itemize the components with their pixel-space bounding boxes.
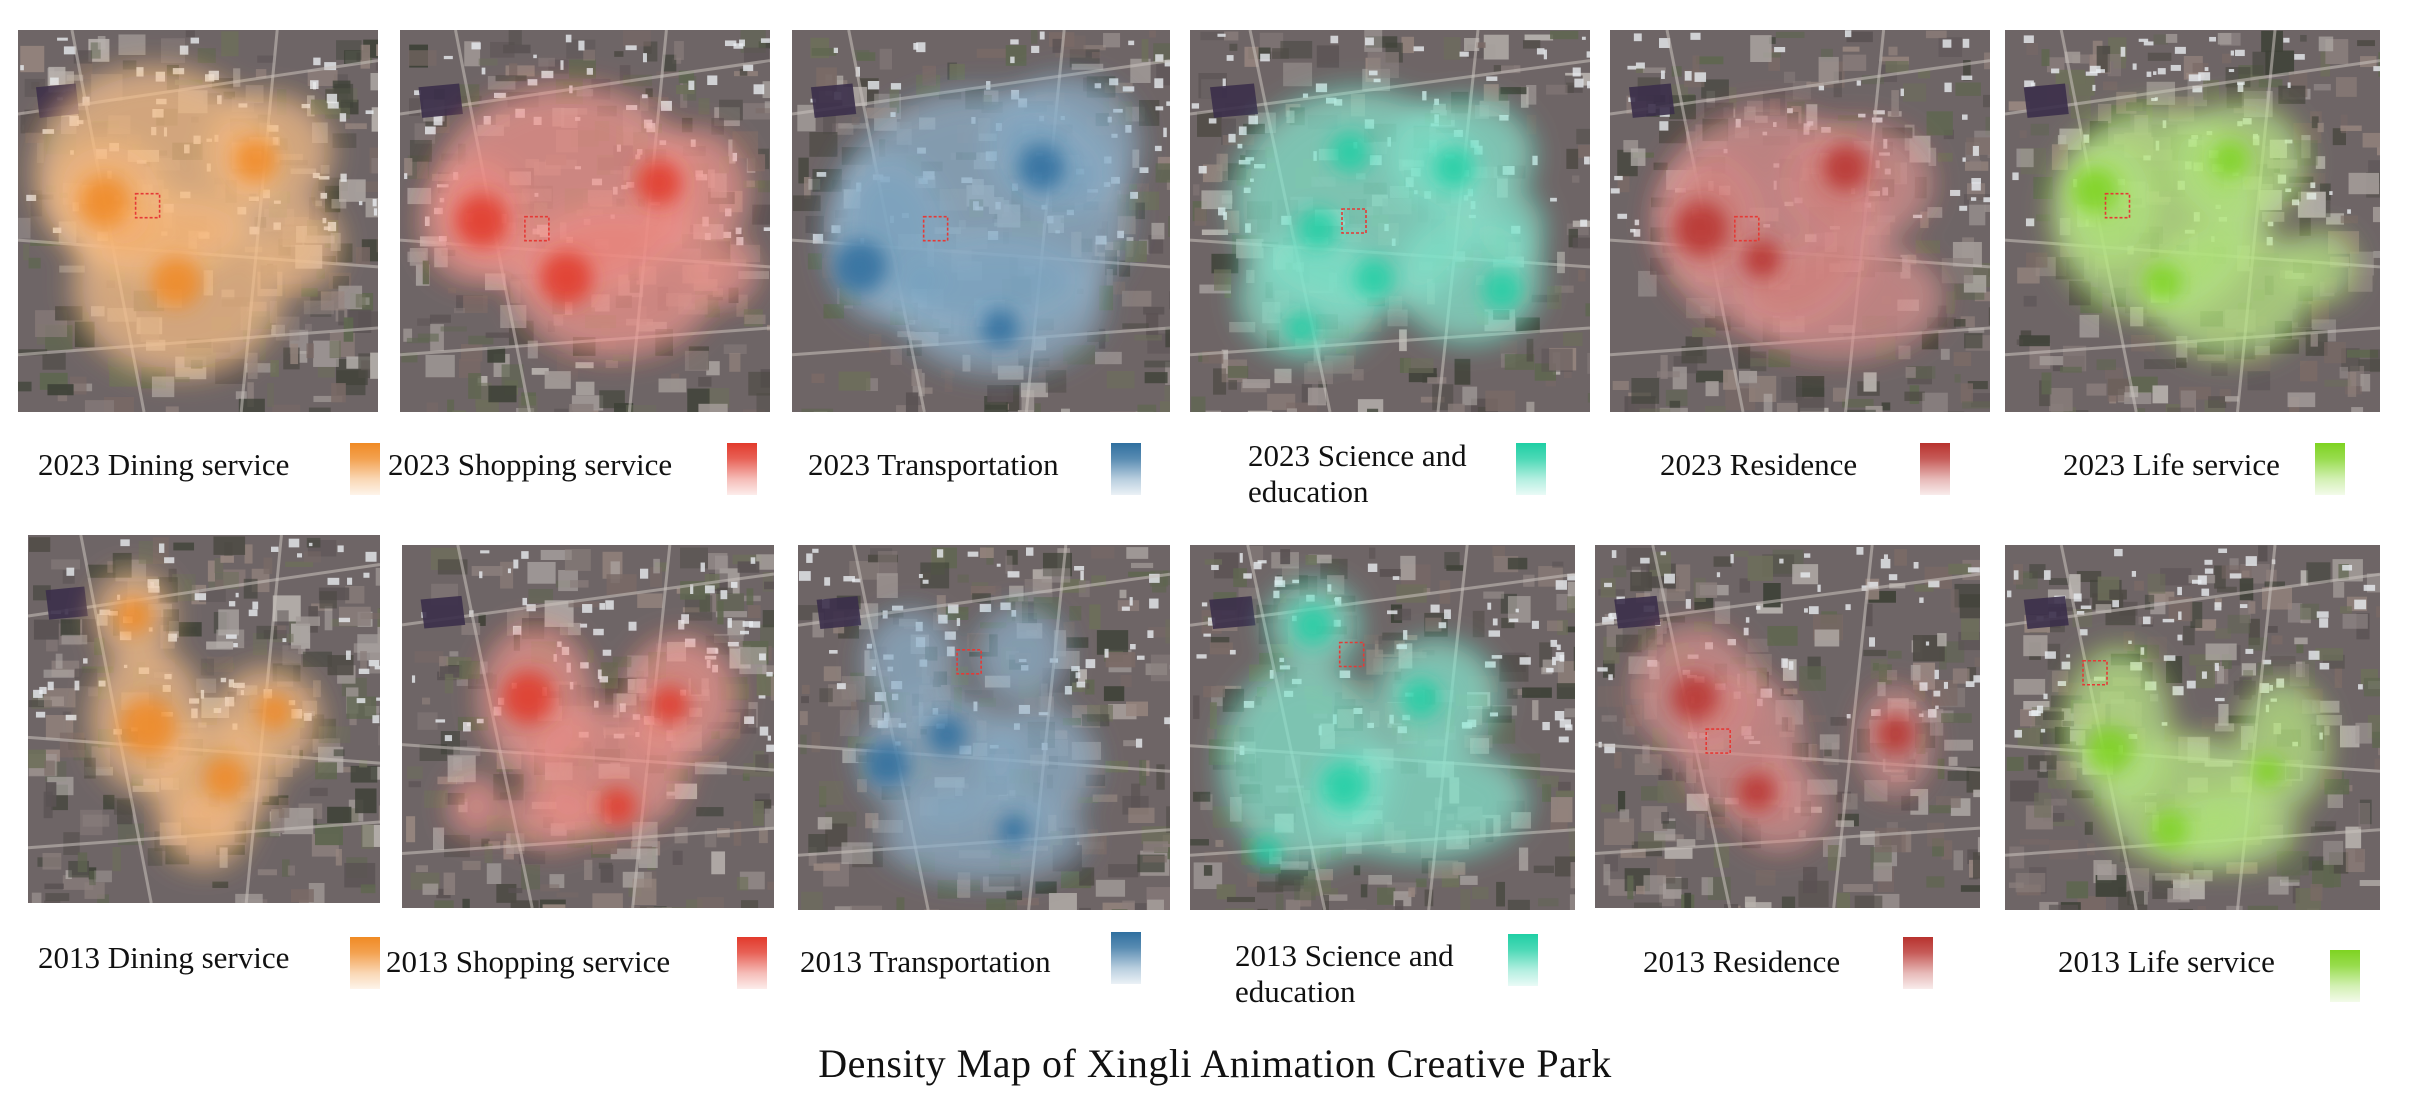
caption-2013-science-education: 2013 Science and education bbox=[1235, 938, 1454, 1009]
legend-2013-science-education bbox=[1508, 934, 1538, 986]
density-map-2023-science-education-svg bbox=[1190, 30, 1590, 412]
caption-2013-dining: 2013 Dining service bbox=[38, 940, 290, 975]
caption-2013-residence: 2013 Residence bbox=[1643, 944, 1841, 979]
figure-title: Density Map of Xingli Animation Creative… bbox=[818, 1041, 1612, 1086]
legend-2013-shopping bbox=[737, 937, 767, 989]
legend-2023-shopping bbox=[727, 443, 757, 495]
legend-2013-dining bbox=[350, 937, 380, 989]
legend-2023-transportation bbox=[1111, 443, 1141, 495]
density-map-2023-science-education[interactable] bbox=[1190, 30, 1590, 412]
density-map-2013-shopping[interactable] bbox=[402, 545, 774, 908]
density-map-2023-life-service[interactable] bbox=[2005, 30, 2380, 412]
legend-2013-residence bbox=[1903, 937, 1933, 989]
caption-2023-science-education: 2023 Science and education bbox=[1248, 438, 1467, 509]
density-map-2013-science-education[interactable] bbox=[1190, 545, 1575, 910]
legend-2023-science-education bbox=[1516, 443, 1546, 495]
density-map-2013-dining-svg bbox=[28, 535, 380, 903]
legend-2013-life-service bbox=[2330, 950, 2360, 1002]
density-map-2023-shopping[interactable] bbox=[400, 30, 770, 412]
density-map-2023-life-service-svg bbox=[2005, 30, 2380, 412]
caption-2023-transportation: 2023 Transportation bbox=[808, 447, 1059, 482]
legend-2023-dining bbox=[350, 443, 380, 495]
caption-2013-transportation: 2013 Transportation bbox=[800, 944, 1051, 979]
density-map-2023-transportation-svg bbox=[792, 30, 1170, 412]
density-map-2023-shopping-svg bbox=[400, 30, 770, 412]
density-map-2013-shopping-svg bbox=[402, 545, 774, 908]
caption-2023-residence: 2023 Residence bbox=[1660, 447, 1858, 482]
legend-2023-life-service bbox=[2315, 443, 2345, 495]
density-map-2013-science-education-svg bbox=[1190, 545, 1575, 910]
density-map-2013-life-service[interactable] bbox=[2005, 545, 2380, 910]
caption-2023-dining: 2023 Dining service bbox=[38, 447, 290, 482]
legend-2013-transportation bbox=[1111, 932, 1141, 984]
caption-2023-shopping: 2023 Shopping service bbox=[388, 447, 673, 482]
density-map-2013-dining[interactable] bbox=[28, 535, 380, 903]
density-map-2013-life-service-svg bbox=[2005, 545, 2380, 910]
density-map-2013-transportation[interactable] bbox=[798, 545, 1170, 910]
density-map-2023-residence[interactable] bbox=[1610, 30, 1990, 412]
caption-2013-shopping: 2013 Shopping service bbox=[386, 944, 671, 979]
density-map-2023-dining-svg bbox=[18, 30, 378, 412]
density-map-2013-transportation-svg bbox=[798, 545, 1170, 910]
caption-2013-life-service: 2013 Life service bbox=[2058, 944, 2275, 979]
density-map-2013-residence-svg bbox=[1595, 545, 1980, 908]
density-map-2023-transportation[interactable] bbox=[792, 30, 1170, 412]
density-map-2013-residence[interactable] bbox=[1595, 545, 1980, 908]
caption-2023-life-service: 2023 Life service bbox=[2063, 447, 2280, 482]
density-map-2023-residence-svg bbox=[1610, 30, 1990, 412]
legend-2023-residence bbox=[1920, 443, 1950, 495]
density-map-2023-dining[interactable] bbox=[18, 30, 378, 412]
